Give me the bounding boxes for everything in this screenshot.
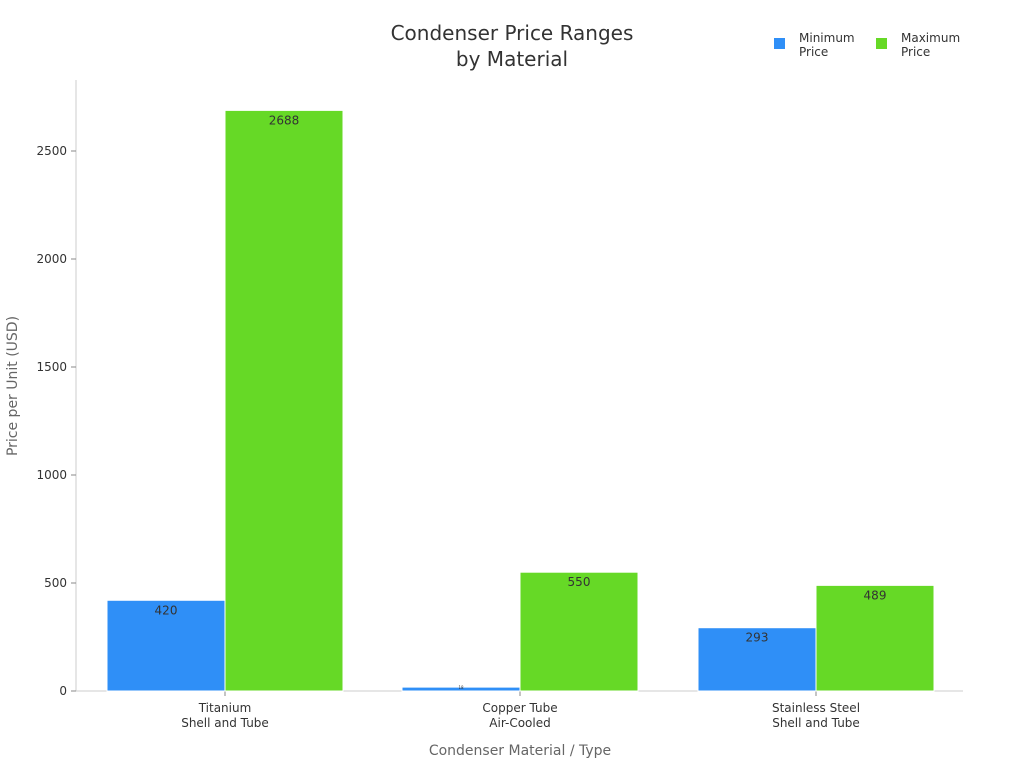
y-tick-label: 2000 [36, 252, 67, 266]
y-tick-label: 1500 [36, 360, 67, 374]
chart-title: Condenser Price Ranges by Material [391, 21, 634, 71]
data-label: 18 [458, 685, 464, 690]
bar-max [519, 571, 639, 692]
data-label: 550 [568, 575, 591, 589]
y-tick-label: 0 [59, 684, 67, 698]
bar-max [224, 109, 344, 692]
x-tick-label: Stainless Steel Shell and Tube [772, 701, 860, 730]
y-tick-label: 1000 [36, 468, 67, 482]
x-tick-label: Titanium Shell and Tube [181, 701, 269, 730]
x-axis-label: Condenser Material / Type [429, 743, 611, 759]
y-tick-label: 2500 [36, 144, 67, 158]
legend-label: Maximum Price [901, 31, 960, 59]
data-label: 420 [155, 603, 178, 617]
legend-swatch [774, 38, 785, 49]
y-tick-label: 500 [44, 576, 67, 590]
bar-max [815, 584, 935, 692]
legend-swatch [876, 38, 887, 49]
data-label: 489 [864, 588, 887, 602]
y-axis-label: Price per Unit (USD) [5, 316, 21, 456]
data-label: 293 [746, 631, 769, 645]
bar-min [697, 627, 817, 692]
data-label: 2688 [269, 113, 300, 127]
legend-label: Minimum Price [799, 31, 855, 59]
x-tick-label: Copper Tube Air-Cooled [482, 701, 557, 730]
